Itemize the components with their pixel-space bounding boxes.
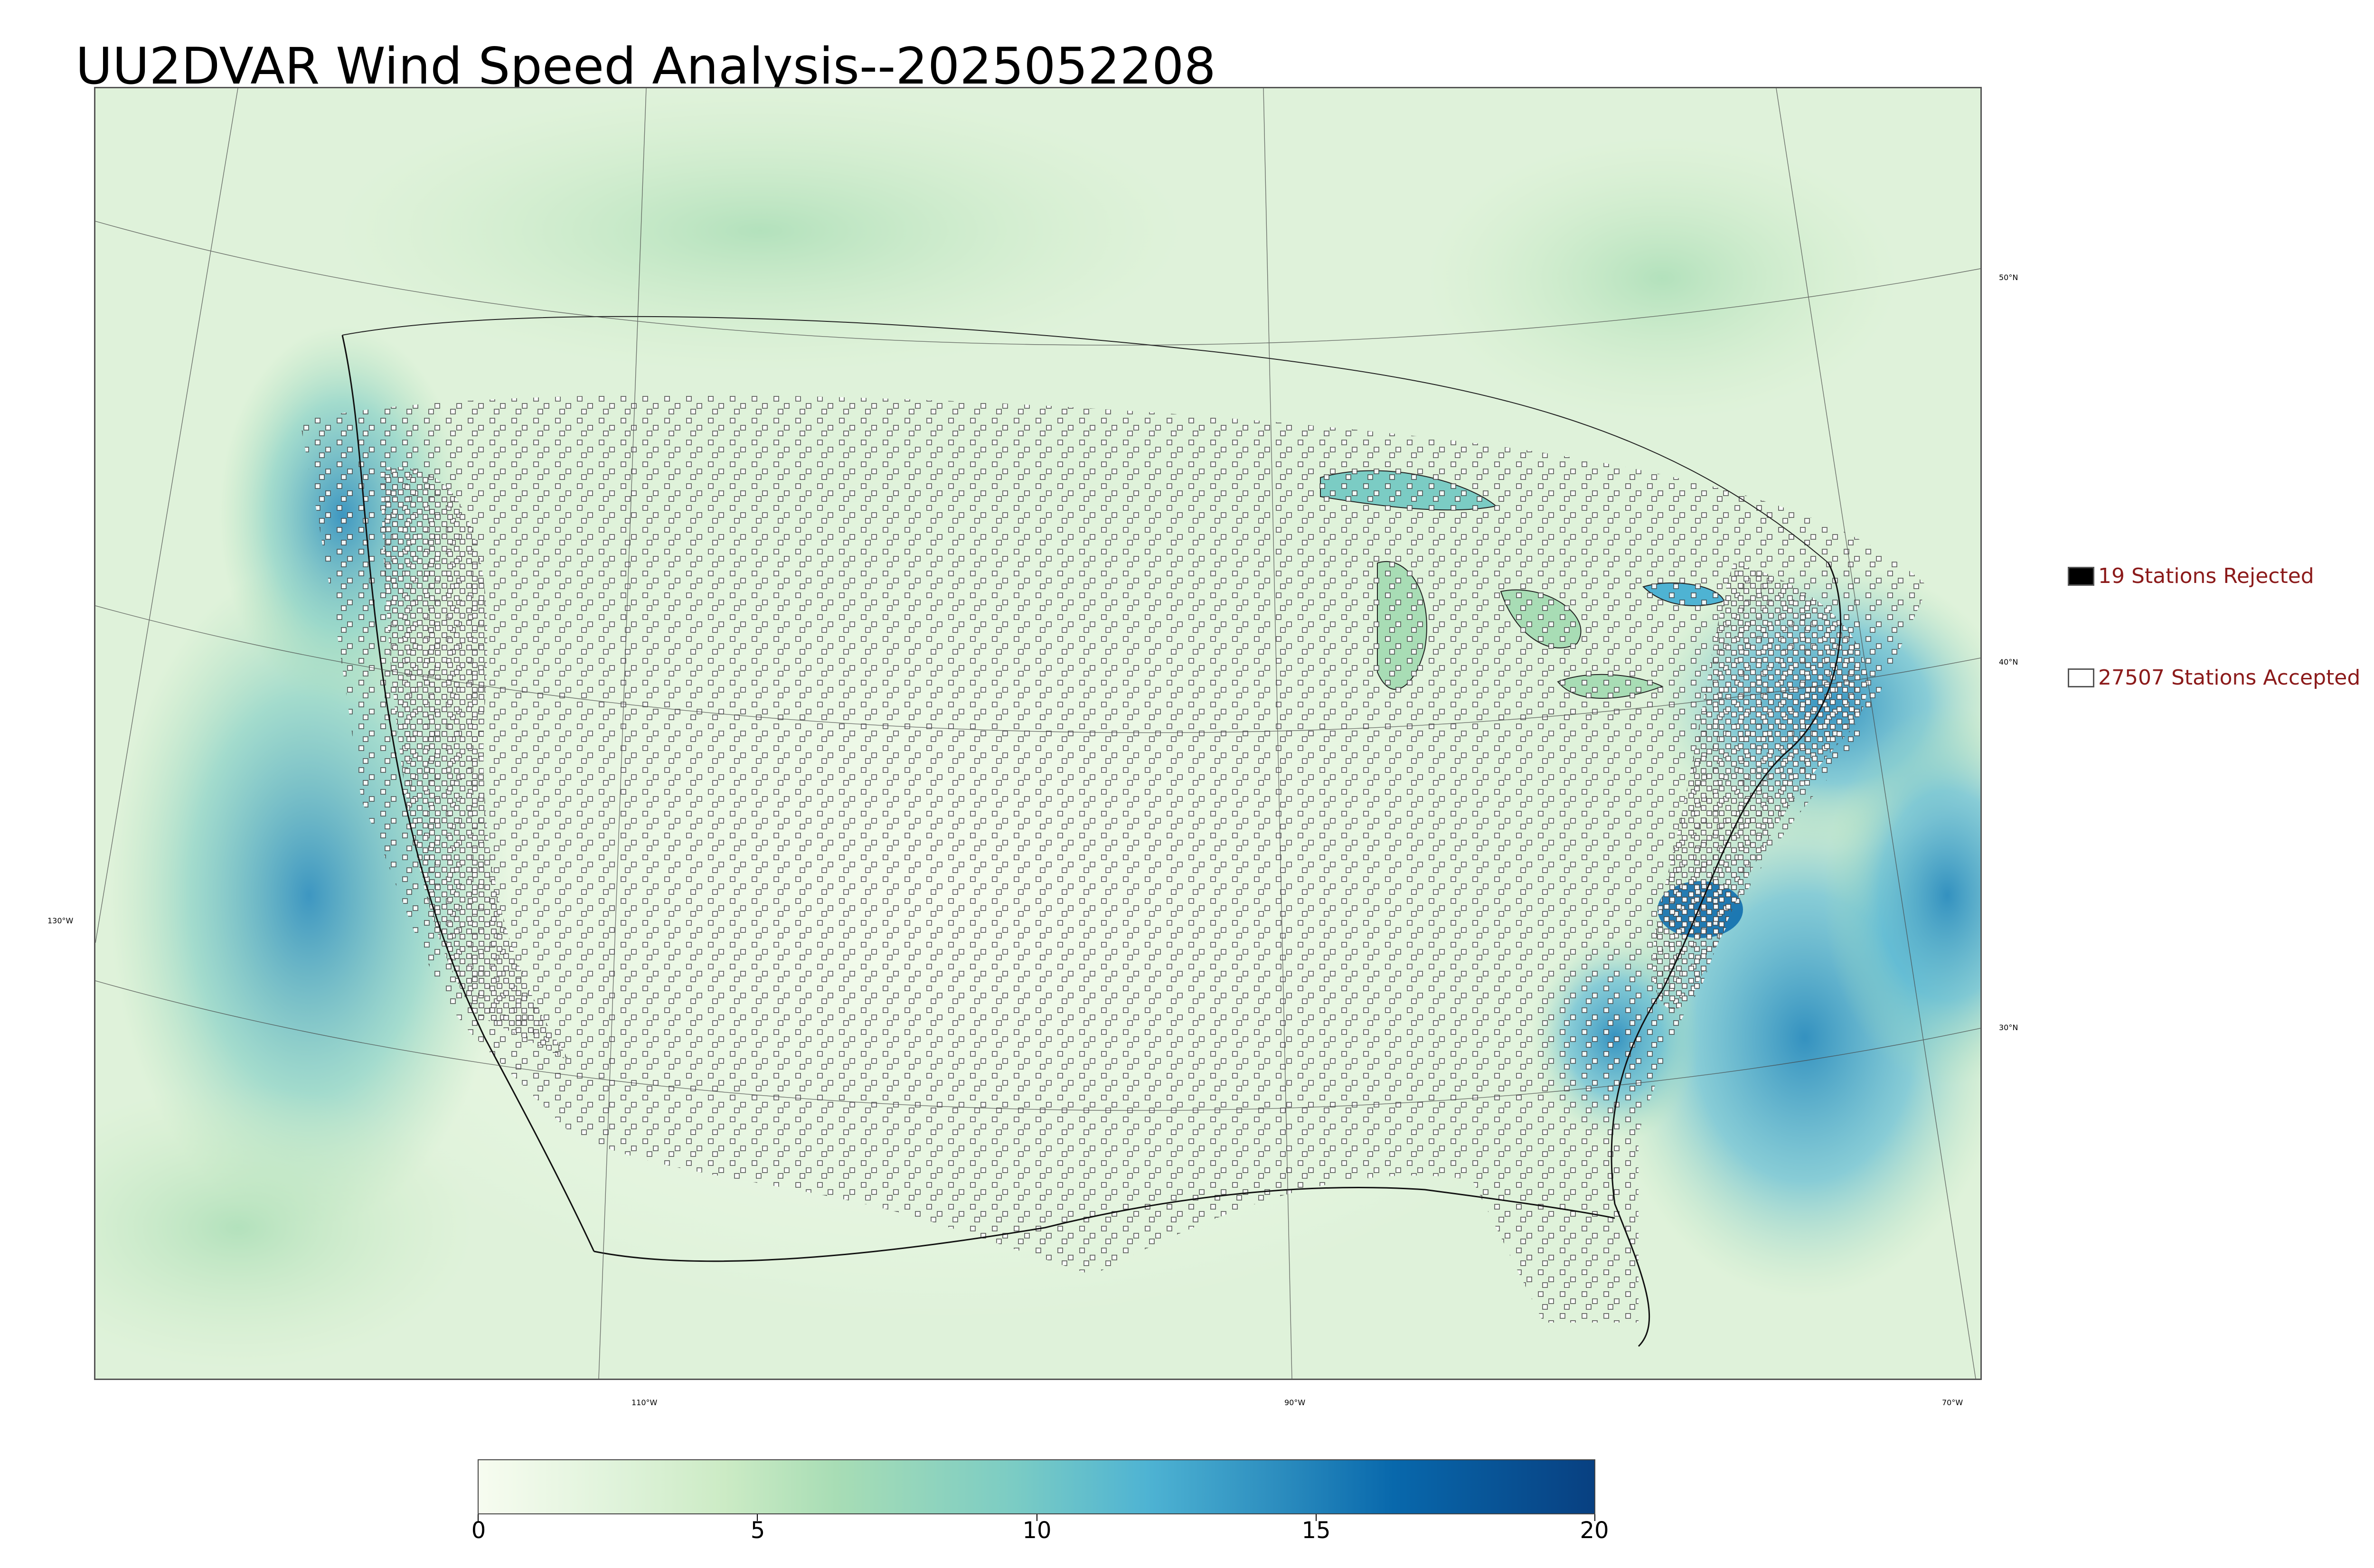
meridian-90w: [1263, 88, 1292, 1379]
wind-north: [333, 88, 1187, 373]
legend-rejected: 19 Stations Rejected: [2068, 564, 2314, 588]
map-title: UU2DVAR Wind Speed Analysis--2025052208: [75, 37, 1216, 95]
colorbar-tick-15: [1316, 1514, 1317, 1521]
colorbar-label-5: 5: [750, 1517, 765, 1544]
pacific-coastline: [341, 335, 595, 1252]
meridian-130w: [95, 88, 238, 943]
graticule: [95, 88, 1980, 1379]
pacific-wind-3: [95, 1085, 475, 1370]
colorbar-tick-5: [757, 1514, 758, 1521]
map-svg: [95, 88, 1980, 1379]
northern-border: [342, 316, 1829, 563]
lat-label-50n: 50°N: [1999, 273, 2018, 282]
lon-label-130w: 130°W: [47, 916, 74, 925]
meridian-110w: [598, 88, 647, 1379]
colorbar-tick-0: [478, 1514, 479, 1521]
parallel-50n: [95, 221, 1980, 346]
accepted-label: 27507 Stations Accepted: [2098, 666, 2361, 690]
parallel-40n: [95, 605, 1980, 733]
colorbar-label-15: 15: [1301, 1517, 1331, 1544]
colorbar-tick-10: [1036, 1514, 1037, 1521]
colorbar: [478, 1459, 1595, 1514]
lon-label-90w: 90°W: [1284, 1398, 1306, 1407]
colorbar-tick-20: [1594, 1514, 1595, 1521]
atlantic-coastline: [1611, 563, 1842, 1347]
colorbar-label-10: 10: [1022, 1517, 1052, 1544]
lat-label-40n: 40°N: [1999, 657, 2018, 667]
station-cluster-west-coast: [380, 467, 570, 1061]
legend-accepted: 27507 Stations Accepted: [2068, 666, 2360, 690]
accepted-swatch: [2068, 668, 2094, 687]
wind-northeast: [1425, 136, 1900, 421]
colorbar-label-20: 20: [1580, 1517, 1609, 1544]
wind-speed-map: [94, 87, 1982, 1380]
rejected-swatch: [2068, 566, 2094, 586]
rejected-label: 19 Stations Rejected: [2098, 564, 2314, 588]
meridian-70w: [1776, 88, 1976, 1379]
parallel-30n: [95, 980, 1980, 1111]
station-cluster-east-coast: [1652, 563, 1867, 1009]
lon-label-70w: 70°W: [1942, 1398, 1963, 1407]
atlantic-wind-3: [1824, 705, 1980, 1085]
lon-label-110w: 110°W: [631, 1398, 658, 1407]
colorbar-label-0: 0: [471, 1517, 486, 1544]
gulf-coastline: [594, 1187, 1615, 1262]
lat-label-30n: 30°N: [1999, 1023, 2018, 1032]
